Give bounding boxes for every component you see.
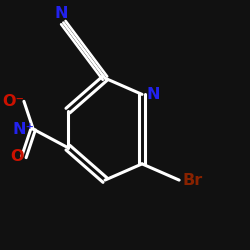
Text: O: O: [10, 150, 24, 164]
Text: N⁺: N⁺: [12, 122, 34, 137]
Text: N: N: [54, 6, 68, 22]
Text: O⁻: O⁻: [2, 94, 24, 109]
Text: Br: Br: [182, 172, 203, 188]
Text: N: N: [147, 87, 160, 102]
